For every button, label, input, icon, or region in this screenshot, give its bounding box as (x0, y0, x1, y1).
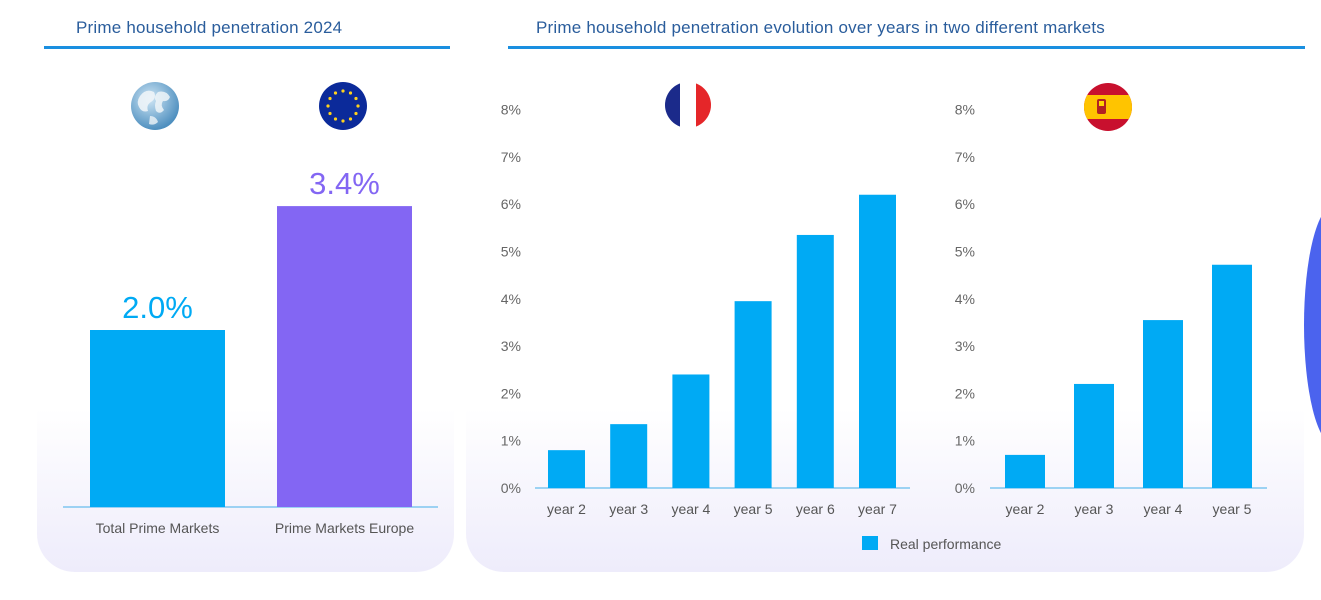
chart0-category-label-1: Prime Markets Europe (275, 520, 414, 536)
legend-swatch (862, 536, 878, 550)
left-chart-title: Prime household penetration 2024 (76, 18, 343, 37)
chart1-category-label-2: year 4 (671, 501, 710, 517)
chart2-category-label-3: year 5 (1213, 501, 1252, 517)
chart1-category-label-1: year 3 (609, 501, 648, 517)
right-title-rule (508, 46, 1305, 49)
eu-star (333, 91, 338, 95)
chart0-data-label-1: 3.4% (309, 166, 380, 201)
chart1-bar-4 (796, 234, 834, 488)
chart0-bar-1 (277, 206, 412, 507)
chart2-bar-1 (1074, 383, 1114, 488)
eu-star (354, 96, 358, 101)
chart2-ytick-2: 2% (955, 385, 975, 401)
chart2-ytick-6: 6% (955, 196, 975, 212)
right-chart-title: Prime household penetration evolution ov… (536, 18, 1105, 37)
chart2-category-label-0: year 2 (1006, 501, 1045, 517)
chart1-category-label-5: year 7 (858, 501, 897, 517)
chart1-bar-3 (734, 301, 772, 488)
eu-star (354, 111, 358, 116)
chart1-ytick-7: 7% (501, 149, 521, 165)
eu-star (333, 117, 338, 121)
eu-star (326, 104, 330, 108)
chart1-ytick-5: 5% (501, 244, 521, 260)
chart0-data-label-0: 2.0% (122, 290, 193, 325)
eu-star (356, 104, 360, 108)
chart1-category-label-3: year 5 (734, 501, 773, 517)
eu-star (341, 89, 345, 93)
chart-penetration-2024: 2.0% Total Prime Markets 3.4% Prime Markets… (63, 166, 438, 536)
globe-icon (131, 82, 179, 130)
chart1-ytick-6: 6% (501, 196, 521, 212)
spain-flag-icon (1084, 83, 1132, 131)
chart1-bar-1 (610, 424, 648, 488)
chart2-ytick-3: 3% (955, 338, 975, 354)
chart2-ytick-1: 1% (955, 433, 975, 449)
chart1-bar-5 (859, 194, 896, 489)
chart2-bar-3 (1212, 264, 1252, 488)
chart1-ytick-2: 2% (501, 385, 521, 401)
chart1-category-label-4: year 6 (796, 501, 835, 517)
chart1-ytick-4: 4% (501, 291, 521, 307)
chart2-ytick-8: 8% (955, 102, 975, 118)
chart2-ytick-5: 5% (955, 244, 975, 260)
eu-star (341, 119, 345, 123)
chart1-ytick-1: 1% (501, 433, 521, 449)
decorative-blob (1304, 205, 1321, 445)
eu-star (328, 111, 332, 116)
chart2-category-label-1: year 3 (1075, 501, 1114, 517)
left-title-rule (44, 46, 450, 49)
france-flag-icon (665, 82, 711, 128)
eu-star (348, 91, 353, 95)
chart-france-evolution: 0% 1% 2% 3% 4% 5% 6% 7% 8% year 2 year 3 year 4 year… (501, 102, 910, 517)
chart2-bar-0 (1005, 454, 1045, 488)
legend-label: Real performance (890, 536, 1001, 552)
eu-flag-icon (319, 82, 367, 130)
chart1-ytick-3: 3% (501, 338, 521, 354)
chart0-category-label-0: Total Prime Markets (96, 520, 220, 536)
legend: Real performance (862, 536, 1001, 552)
eu-star (328, 96, 332, 101)
chart1-bar-0 (548, 450, 585, 488)
chart1-ytick-0: 0% (501, 480, 521, 496)
chart0-bar-0 (90, 330, 225, 507)
chart2-category-label-2: year 4 (1144, 501, 1183, 517)
chart2-ytick-0: 0% (955, 480, 975, 496)
chart1-ytick-8: 8% (501, 102, 521, 118)
chart-spain-evolution: 0% 1% 2% 3% 4% 5% 6% 7% 8% year 2 year 3 year 4 year… (955, 102, 1267, 517)
chart1-bar-2 (672, 374, 710, 488)
chart2-ytick-4: 4% (955, 291, 975, 307)
chart1-category-label-0: year 2 (547, 501, 586, 517)
eu-star (348, 117, 353, 121)
chart2-bar-2 (1143, 320, 1183, 488)
chart2-ytick-7: 7% (955, 149, 975, 165)
